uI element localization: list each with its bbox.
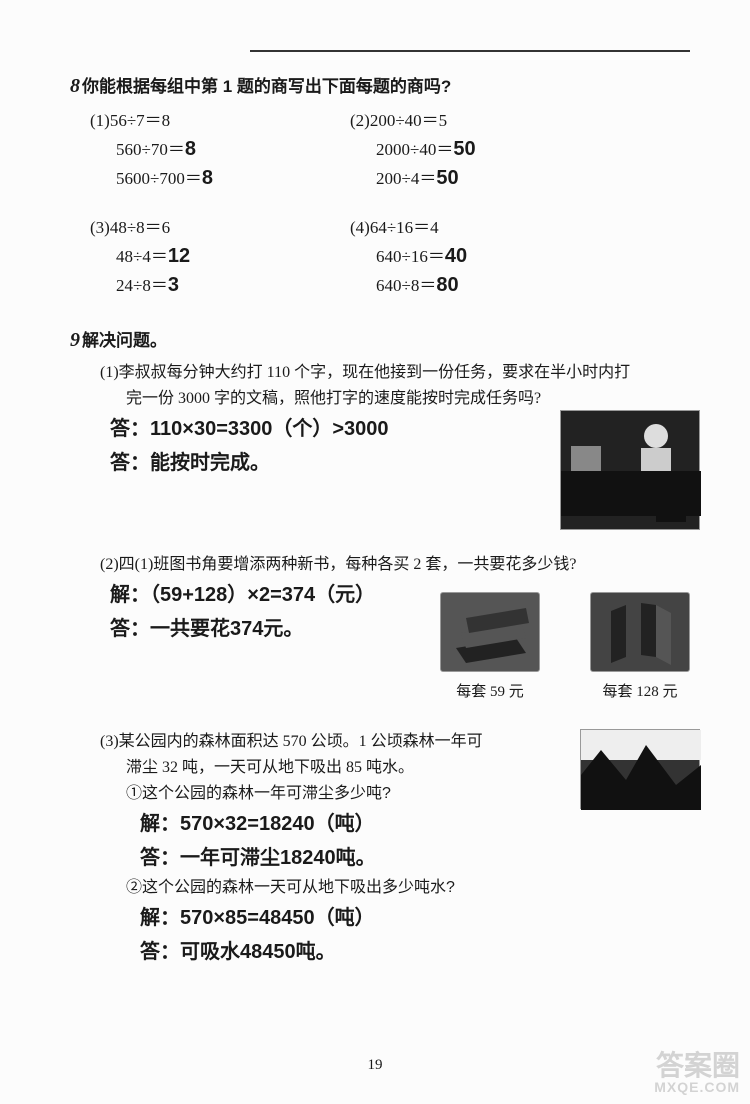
q9-2-desc: (2)四(1)班图书角要增添两种新书，每种各买 2 套，一共要花多少钱?: [100, 552, 690, 578]
q8-title: 你能根据每组中第 1 题的商写出下面每题的商吗?: [82, 77, 451, 96]
trees-image: [580, 729, 700, 809]
q8-title-row: 8你能根据每组中第 1 题的商写出下面每题的商吗?: [70, 72, 690, 98]
eq-text: 48÷8＝6: [110, 218, 170, 237]
watermark-main: 答案圈: [654, 1052, 740, 1080]
q8-group-2: (2)200÷40＝5 2000÷40＝50 200÷4＝50: [350, 106, 610, 193]
q8-eq: 200÷4＝50: [376, 164, 610, 193]
q9-3-p1-ans1: 解：570×32=18240（吨）: [140, 807, 690, 841]
group-label: (4): [350, 218, 370, 237]
header-rule: [250, 50, 690, 52]
eq-text: 560÷70＝: [116, 140, 185, 159]
q8-eq: 560÷70＝8: [116, 135, 350, 164]
q8-number: 8: [70, 75, 80, 97]
q9-1-desc2: 完一份 3000 字的文稿，照他打字的速度能按时完成任务吗?: [126, 386, 690, 412]
q9-sub2: (2)四(1)班图书角要增添两种新书，每种各买 2 套，一共要花多少钱? 解：（…: [100, 552, 690, 707]
eq-text: 200÷40＝5: [370, 111, 447, 130]
q9-1-desc1: (1)李叔叔每分钟大约打 110 个字，现在他接到一份任务，要求在半小时内打: [100, 360, 690, 386]
q8-eq: 640÷8＝80: [376, 271, 610, 300]
page-number: 19: [368, 1057, 383, 1074]
eq-ans: 8: [185, 138, 196, 160]
books-standing-icon: [591, 593, 691, 673]
q8-grid: (1)56÷7＝8 560÷70＝8 5600÷700＝8 (2)200÷40＝…: [90, 106, 690, 300]
group-label: (3): [90, 218, 110, 237]
q8-eq: 48÷4＝12: [116, 242, 350, 271]
q8-eq: (1)56÷7＝8: [90, 106, 350, 135]
q8-eq: (3)48÷8＝6: [90, 213, 350, 242]
q9-3-p1-ans2: 答：一年可滞尘18240吨。: [140, 841, 690, 875]
eq-ans: 12: [168, 245, 190, 267]
q9-3-p2-ans2: 答：可吸水48450吨。: [140, 935, 690, 969]
q8-eq: (2)200÷40＝5: [350, 106, 610, 135]
eq-ans: 50: [436, 167, 458, 189]
q8-row-a: (1)56÷7＝8 560÷70＝8 5600÷700＝8 (2)200÷40＝…: [90, 106, 690, 193]
eq-ans: 8: [202, 167, 213, 189]
books-stack-icon: [441, 593, 541, 673]
eq-text: 56÷7＝8: [110, 111, 170, 130]
q9-sub1: (1)李叔叔每分钟大约打 110 个字，现在他接到一份任务，要求在半小时内打 完…: [100, 360, 690, 530]
q8-row-b: (3)48÷8＝6 48÷4＝12 24÷8＝3 (4)64÷16＝4 640÷…: [90, 213, 690, 300]
q8-eq: 24÷8＝3: [116, 271, 350, 300]
desk-image: [560, 410, 700, 530]
watermark: 答案圈 MXQE.COM: [654, 1052, 740, 1094]
q8-eq: 5600÷700＝8: [116, 164, 350, 193]
q9-3-p2: ②这个公园的森林一天可从地下吸出多少吨水?: [126, 875, 690, 901]
eq-ans: 80: [436, 274, 458, 296]
group-label: (2): [350, 111, 370, 130]
eq-text: 200÷4＝: [376, 169, 436, 188]
eq-text: 64÷16＝4: [370, 218, 439, 237]
q9-title-row: 9解决问题。: [70, 326, 690, 352]
forest-icon: [581, 730, 701, 810]
q8-eq: 2000÷40＝50: [376, 135, 610, 164]
eq-text: 24÷8＝: [116, 276, 168, 295]
q8-eq: (4)64÷16＝4: [350, 213, 610, 242]
caption-1: 每套 59 元: [440, 680, 540, 701]
q9-sub3: (3)某公园内的森林面积达 570 公顷。1 公顷森林一年可 滞尘 32 吨，一…: [100, 729, 690, 969]
eq-text: 640÷16＝: [376, 247, 445, 266]
eq-ans: 40: [445, 245, 467, 267]
caption-2: 每套 128 元: [590, 680, 690, 701]
q8-group-1: (1)56÷7＝8 560÷70＝8 5600÷700＝8: [90, 106, 350, 193]
q8-eq: 640÷16＝40: [376, 242, 610, 271]
q8-group-3: (3)48÷8＝6 48÷4＝12 24÷8＝3: [90, 213, 350, 300]
question-9: 9解决问题。 (1)李叔叔每分钟大约打 110 个字，现在他接到一份任务，要求在…: [70, 326, 690, 969]
eq-ans: 3: [168, 274, 179, 296]
desk-icon: [561, 411, 701, 531]
books1-image: [440, 592, 540, 672]
group-label: (1): [90, 111, 110, 130]
eq-text: 2000÷40＝: [376, 140, 453, 159]
eq-text: 640÷8＝: [376, 276, 436, 295]
q8-group-4: (4)64÷16＝4 640÷16＝40 640÷8＝80: [350, 213, 610, 300]
q9-number: 9: [70, 329, 80, 351]
eq-text: 48÷4＝: [116, 247, 168, 266]
watermark-sub: MXQE.COM: [654, 1080, 740, 1094]
q9-title: 解决问题。: [82, 331, 167, 350]
q9-3-p2-ans1: 解：570×85=48450（吨）: [140, 901, 690, 935]
eq-ans: 50: [453, 138, 475, 160]
question-8: 8你能根据每组中第 1 题的商写出下面每题的商吗? (1)56÷7＝8 560÷…: [70, 72, 690, 300]
books2-image: [590, 592, 690, 672]
eq-text: 5600÷700＝: [116, 169, 202, 188]
